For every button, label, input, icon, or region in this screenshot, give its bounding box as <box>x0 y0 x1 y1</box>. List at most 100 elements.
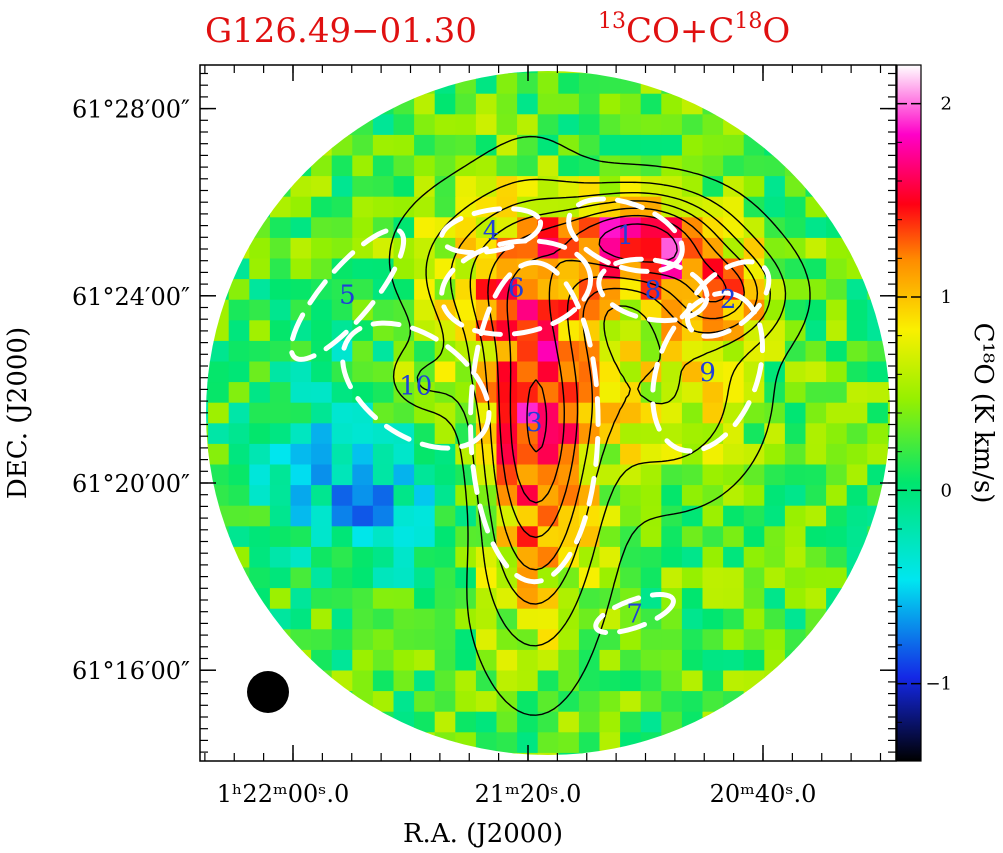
map-pixel <box>311 649 333 672</box>
map-pixel <box>206 423 209 445</box>
map-pixel <box>228 423 250 445</box>
map-pixel <box>311 670 333 692</box>
map-pixel <box>764 588 786 610</box>
map-pixel <box>517 361 539 383</box>
map-pixel <box>475 649 498 672</box>
map-pixel <box>517 93 539 115</box>
region-ellipse-10 <box>340 320 492 451</box>
map-pixel <box>414 361 436 383</box>
map-pixel <box>434 505 456 527</box>
map-pixel <box>290 258 312 280</box>
map-pixel <box>681 114 704 136</box>
map-pixel <box>640 711 662 733</box>
map-pixel <box>681 546 704 569</box>
map-pixel <box>620 752 642 755</box>
map-pixel <box>867 546 889 569</box>
map-pixel <box>249 443 271 466</box>
map-pixel <box>331 423 353 445</box>
map-pixel <box>620 320 642 342</box>
map-pixel <box>846 320 868 342</box>
map-pixel <box>517 382 539 404</box>
map-pixel <box>867 382 889 404</box>
map-pixel <box>784 279 807 301</box>
map-pixel <box>434 155 456 177</box>
map-pixel <box>331 691 353 713</box>
map-pixel <box>640 588 662 610</box>
map-pixel <box>372 629 395 651</box>
map-pixel <box>620 443 642 466</box>
map-pixel <box>702 217 724 239</box>
map-pixel <box>496 649 518 672</box>
map-pixel <box>784 629 807 651</box>
map-pixel <box>846 443 868 466</box>
map-pixel <box>784 443 807 466</box>
map-pixel <box>620 176 642 198</box>
map-pixel <box>331 485 353 507</box>
map-pixel <box>393 279 415 301</box>
map-pixel <box>517 691 539 713</box>
map-pixel <box>723 649 745 672</box>
map-pixel <box>269 423 292 445</box>
map-pixel <box>661 526 683 548</box>
map-pixel <box>805 629 827 651</box>
map-pixel <box>558 71 580 74</box>
map-pixel <box>372 155 395 177</box>
map-pixel <box>208 402 230 424</box>
map-pixel <box>228 567 250 589</box>
map-pixel <box>352 196 374 218</box>
map-pixel <box>578 382 601 404</box>
map-pixel <box>517 299 539 321</box>
map-pixel <box>496 526 518 548</box>
map-pixel <box>826 340 848 363</box>
y-axis-title: DEC. (J2000) <box>3 327 33 499</box>
map-pixel <box>764 320 786 342</box>
map-pixel <box>393 114 415 136</box>
map-pixel <box>887 423 890 445</box>
map-pixel <box>805 526 827 548</box>
map-pixel <box>352 382 374 404</box>
map-pixel <box>475 71 498 74</box>
map-pixel <box>208 546 230 569</box>
map-pixel <box>393 670 415 692</box>
map-pixel <box>558 629 580 651</box>
map-pixel <box>249 505 271 527</box>
map-pixel <box>290 464 312 486</box>
map-pixel <box>558 258 580 280</box>
map-pixel <box>661 93 683 115</box>
map-pixel <box>681 155 704 177</box>
region-label-6: 6 <box>508 274 525 304</box>
map-pixel <box>681 691 704 713</box>
map-pixel <box>826 320 848 342</box>
map-pixel <box>537 176 559 198</box>
map-pixel <box>269 299 292 321</box>
map-pixel <box>723 567 745 589</box>
map-pixel <box>290 196 312 218</box>
map-pixel <box>517 588 539 610</box>
map-pixel <box>311 505 333 527</box>
x-tick-label: 21ᵐ20ˢ.0 <box>475 780 582 808</box>
map-pixel <box>331 237 353 260</box>
map-pixel <box>249 546 271 569</box>
map-pixel <box>393 649 415 672</box>
map-pixel <box>743 546 765 569</box>
map-pixel <box>290 546 312 569</box>
map-pixel <box>434 526 456 548</box>
map-pixel <box>331 382 353 404</box>
map-pixel <box>620 134 642 157</box>
map-pixel <box>661 670 683 692</box>
region-label-8: 8 <box>645 276 662 306</box>
region-ellipse-3 <box>468 260 601 585</box>
map-pixel <box>743 691 765 713</box>
map-pixel <box>640 649 662 672</box>
map-pixel <box>599 320 621 342</box>
map-pixel <box>393 258 415 280</box>
map-pixel <box>681 670 704 692</box>
map-pixel <box>228 340 250 363</box>
map-pixel <box>661 505 683 527</box>
map-pixel <box>228 588 250 610</box>
map-pixel <box>372 711 395 733</box>
map-pixel <box>743 196 765 218</box>
map-pixel <box>702 629 724 651</box>
map-pixel <box>517 608 539 630</box>
